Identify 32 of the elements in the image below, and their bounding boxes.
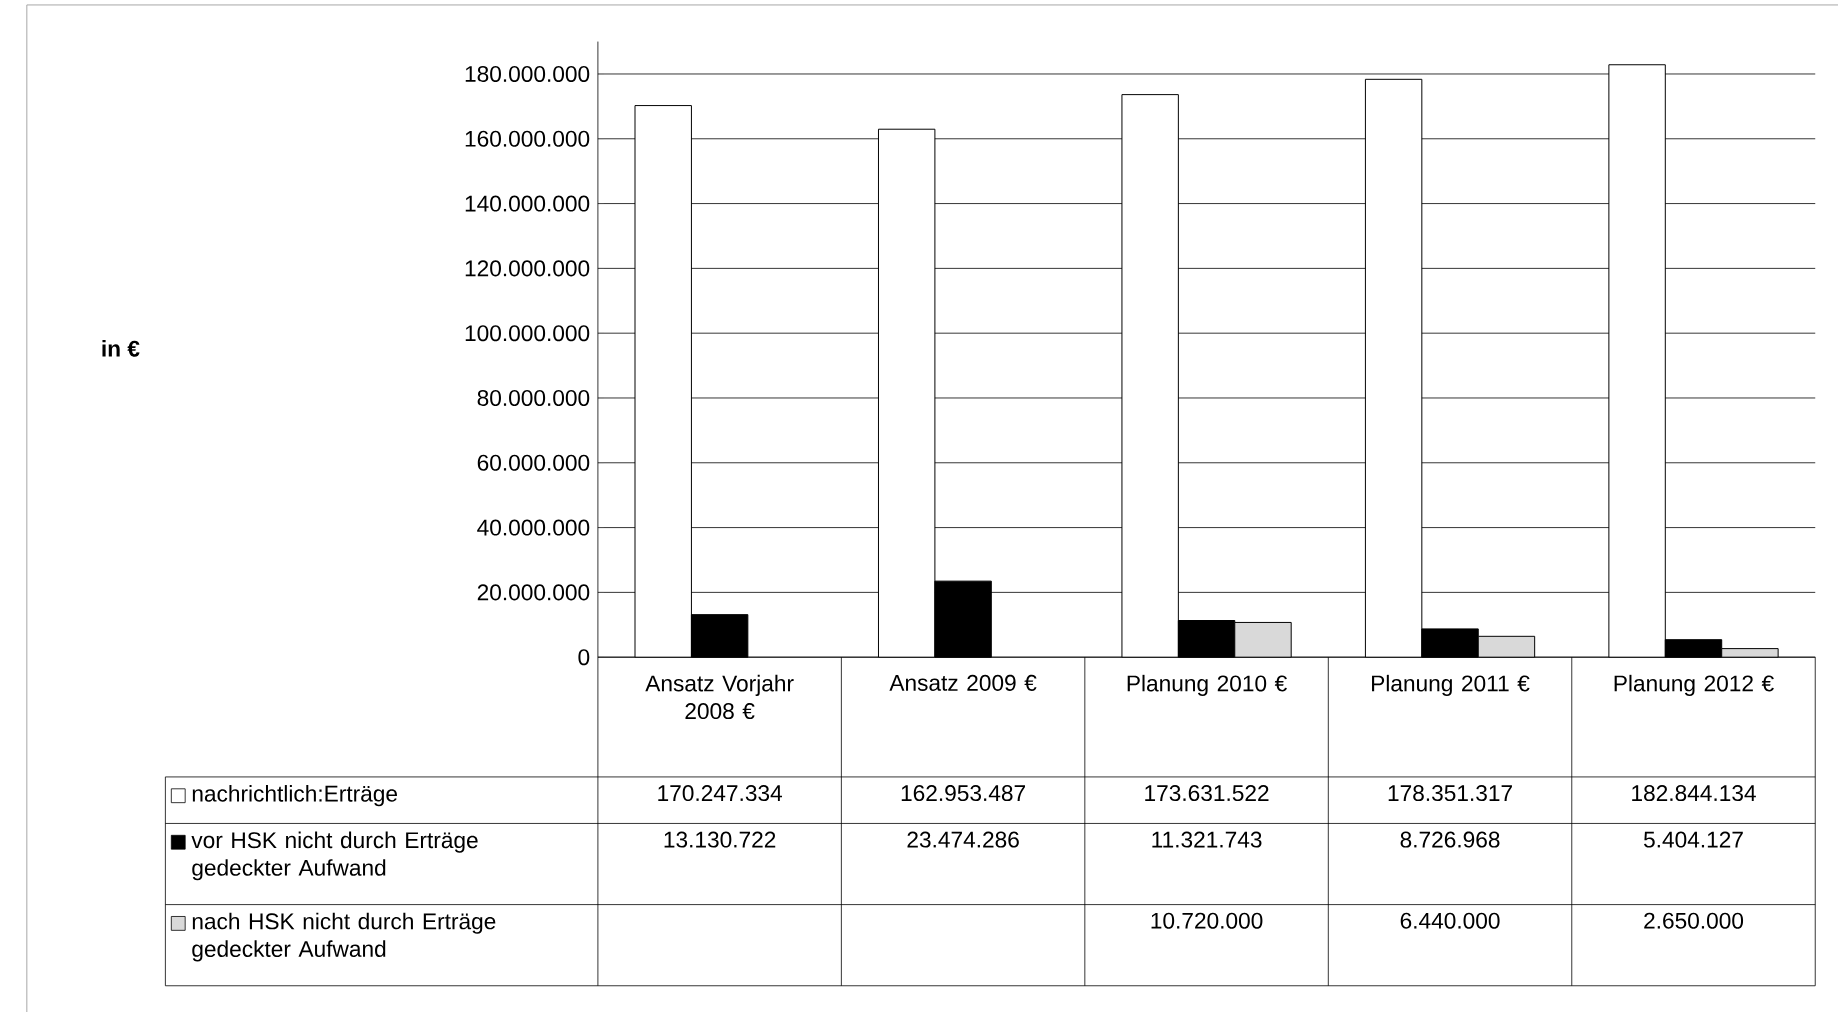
- y-tick-label: 100.000.000: [465, 324, 590, 341]
- y-tick-label: 40.000.000: [477, 519, 590, 536]
- data-label: 170.247.334: [658, 784, 783, 801]
- x-tick-label: Ansatz Vorjahr 2008 €: [645, 674, 794, 719]
- data-label: 182.844.134: [1632, 784, 1756, 801]
- text: in €: [102, 339, 140, 357]
- data-label: 8.726.968: [1400, 831, 1500, 848]
- x-tick-label: Planung 2010 €: [1127, 674, 1287, 696]
- data-label: 2.650.000: [1644, 912, 1744, 929]
- data-label: 173.631.522: [1145, 784, 1269, 801]
- data-label: 13.130.722: [664, 831, 776, 848]
- data-label: 11.321.743: [1152, 831, 1262, 848]
- legend-label: nachrichtlich:Erträge: [192, 784, 398, 806]
- legend-label: vor HSK nicht durch Erträge gedeckter Aufwand: [191, 831, 478, 881]
- x-tick-label: Planung 2011 €: [1372, 674, 1530, 696]
- data-label: 23.474.286: [907, 831, 1019, 848]
- y-tick-label: 20.000.000: [477, 584, 590, 601]
- y-tick-label: 80.000.000: [477, 389, 590, 406]
- y-tick-label: 180.000.000: [465, 65, 590, 82]
- data-label: 178.351.317: [1388, 784, 1512, 801]
- y-tick-label: 60.000.000: [477, 454, 590, 471]
- y-tick-label: 160.000.000: [465, 130, 590, 147]
- y-tick-label: 140.000.000: [465, 195, 590, 212]
- data-label: 162.953.487: [901, 784, 1025, 801]
- x-tick-label: Ansatz 2009 €: [889, 674, 1037, 691]
- x-tick-label: Planung 2012 €: [1614, 674, 1774, 696]
- data-label: 10.720.000: [1151, 912, 1263, 929]
- data-label: 6.440.000: [1400, 912, 1500, 929]
- legend-label: nach HSK nicht durch Erträge gedeckter Aufwand: [192, 912, 496, 962]
- y-tick-label: 0: [578, 648, 590, 665]
- data-label: 5.404.127: [1643, 831, 1743, 848]
- y-tick-label: 120.000.000: [465, 260, 590, 277]
